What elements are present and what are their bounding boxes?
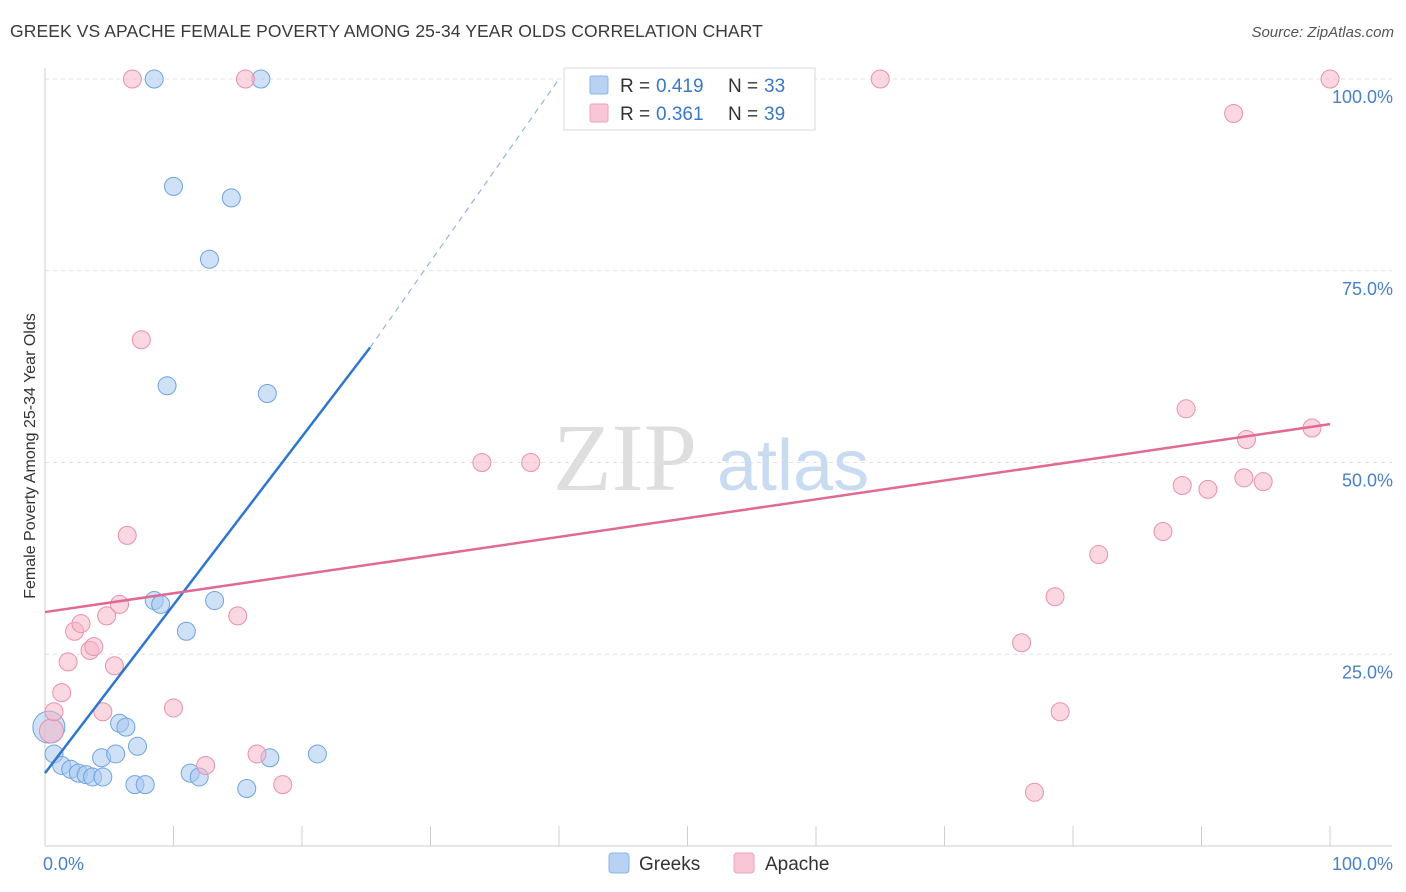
point-apache-8 — [93, 702, 113, 722]
point-apache-16 — [164, 698, 183, 718]
point-apache-29 — [1153, 522, 1173, 542]
point-apache-35 — [1236, 429, 1256, 449]
point-greeks-24 — [205, 591, 225, 611]
point-greeks-16 — [164, 176, 183, 196]
point-greeks-12 — [128, 736, 148, 756]
point-greeks-29 — [307, 744, 327, 764]
point-greeks-23 — [176, 621, 196, 641]
y-tick-label-1: 50.0% — [1342, 471, 1393, 491]
legend-box: R = 0.419 N = 33 R = 0.361 N = 39 — [563, 67, 816, 131]
trendline-greeks — [44, 346, 372, 774]
chart-source: Source: ZipAtlas.com — [1251, 24, 1394, 41]
point-apache-12 — [117, 525, 137, 545]
point-apache-34 — [1234, 468, 1254, 488]
trendline-greeks-extension — [369, 78, 560, 348]
point-greeks-22 — [151, 594, 171, 614]
point-apache-14 — [122, 69, 142, 89]
point-apache-33 — [1224, 104, 1244, 124]
point-apache-18 — [228, 606, 248, 626]
legend-swatch-greeks — [589, 75, 609, 95]
point-greeks-9 — [106, 744, 126, 764]
point-greeks-19 — [157, 376, 177, 396]
point-apache-2 — [52, 683, 72, 703]
x-tick-labels: 0.0% 100.0% — [43, 854, 1393, 874]
point-apache-28 — [1089, 545, 1109, 565]
point-greeks-20 — [257, 383, 277, 403]
x-tick-label-1: 100.0% — [1332, 854, 1393, 874]
point-apache-22 — [521, 453, 541, 472]
point-apache-32 — [1198, 479, 1218, 499]
point-greeks-15 — [144, 69, 164, 89]
point-apache-13 — [131, 330, 151, 350]
point-apache-7 — [84, 637, 104, 657]
y-tick-label-2: 75.0% — [1342, 279, 1393, 299]
y-axis-label: Female Poverty Among 25-34 Year Olds — [22, 313, 39, 599]
watermark-zip: ZIP — [553, 404, 697, 511]
point-greeks-11 — [116, 717, 136, 737]
legend-r-value-greeks: 0.419 — [656, 76, 704, 97]
point-apache-25 — [1024, 782, 1044, 802]
point-apache-38 — [1320, 69, 1340, 89]
legend-r-value-apache: 0.361 — [656, 104, 704, 125]
bottom-legend: Greeks Apache — [608, 852, 829, 875]
point-apache-31 — [1176, 399, 1196, 419]
trend-lines — [44, 78, 1331, 774]
watermark: ZIP atlas — [553, 404, 869, 511]
point-apache-27 — [1050, 702, 1070, 722]
chart-title: GREEK VS APACHE FEMALE POVERTY AMONG 25-… — [10, 21, 763, 41]
point-greeks-27 — [237, 778, 257, 798]
bottom-legend-swatch-apache — [733, 852, 755, 874]
point-apache-17 — [196, 755, 216, 775]
point-greeks-8 — [93, 767, 113, 787]
legend-r-label-greeks: R = — [620, 76, 650, 97]
point-apache-5 — [71, 614, 91, 634]
y-tick-label-3: 100.0% — [1332, 87, 1393, 107]
point-apache-19 — [247, 744, 267, 764]
y-tick-label-0: 25.0% — [1342, 662, 1393, 682]
point-apache-0 — [38, 718, 64, 744]
point-apache-23 — [870, 69, 890, 89]
bottom-legend-swatch-greeks — [608, 852, 630, 874]
legend-n-label-greeks: N = — [728, 76, 758, 97]
y-tick-labels: 25.0% 50.0% 75.0% 100.0% — [1332, 87, 1393, 682]
trendline-apache — [44, 422, 1331, 614]
legend-n-value-greeks: 33 — [764, 76, 785, 97]
axes — [44, 68, 1392, 847]
point-apache-10 — [104, 656, 124, 676]
scatter-points — [32, 69, 1340, 802]
bottom-legend-label-greeks: Greeks — [639, 854, 700, 875]
point-apache-3 — [58, 652, 78, 672]
legend-n-label-apache: N = — [728, 104, 758, 125]
point-apache-20 — [273, 775, 293, 795]
legend-r-label-apache: R = — [620, 104, 650, 125]
grid-lines — [45, 78, 1392, 655]
point-apache-24 — [1012, 633, 1032, 653]
x-tick-label-0: 0.0% — [43, 854, 84, 874]
point-greeks-18 — [199, 249, 219, 269]
point-apache-1 — [44, 702, 64, 722]
bottom-legend-label-apache: Apache — [765, 854, 829, 875]
point-apache-30 — [1172, 476, 1192, 496]
point-apache-36 — [1253, 472, 1273, 492]
legend-swatch-apache — [589, 103, 609, 123]
point-apache-11 — [110, 594, 130, 614]
point-greeks-14 — [135, 775, 155, 795]
point-greeks-17 — [221, 188, 241, 208]
point-apache-21 — [472, 453, 492, 472]
legend-n-value-apache: 39 — [764, 104, 785, 125]
point-apache-9 — [97, 606, 117, 626]
watermark-atlas: atlas — [717, 426, 869, 506]
point-apache-15 — [235, 69, 255, 89]
point-apache-26 — [1045, 587, 1065, 607]
